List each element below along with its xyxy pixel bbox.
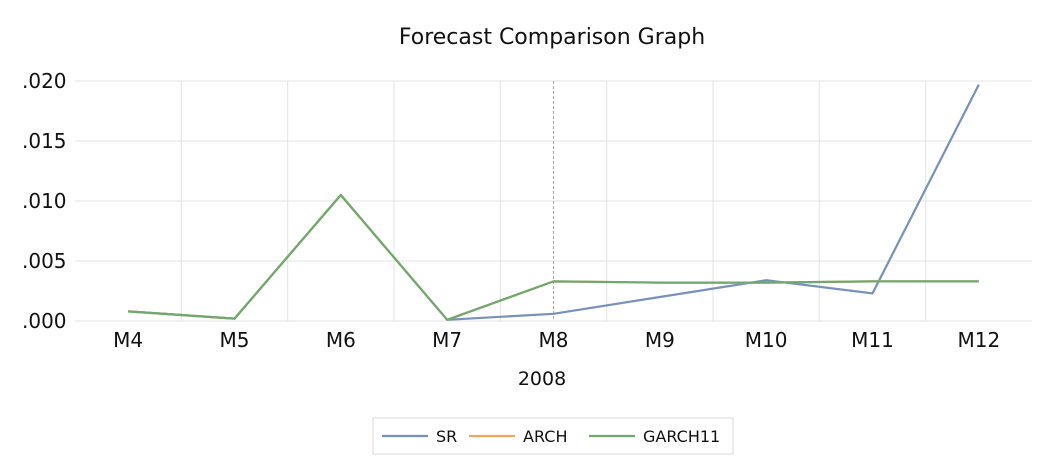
x-tick-label: M4 (113, 328, 143, 352)
y-tick-label: .015 (22, 129, 67, 153)
chart-title: Forecast Comparison Graph (399, 25, 705, 50)
y-tick-label: .020 (22, 69, 67, 93)
y-tick-label: .010 (22, 189, 67, 213)
y-axis-ticks: .000 .005 .010 .015 .020 (22, 69, 67, 333)
x-tick-label: M7 (432, 328, 462, 352)
x-tick-label: M12 (957, 328, 1000, 352)
x-tick-label: M6 (326, 328, 356, 352)
x-tick-label: M11 (851, 328, 894, 352)
legend-label-arch: ARCH (523, 427, 567, 446)
y-tick-label: .005 (22, 249, 67, 273)
legend: SR ARCH GARCH11 (372, 417, 734, 455)
x-tick-label: M8 (539, 328, 569, 352)
legend-label-garch11: GARCH11 (643, 427, 720, 446)
series-lines (128, 84, 980, 321)
legend-box (372, 417, 734, 455)
x-tick-label: M10 (745, 328, 788, 352)
x-axis-label: 2008 (518, 368, 566, 390)
x-axis-ticks: M4 M5 M6 M7 M8 M9 M10 M11 M12 (113, 328, 1000, 352)
x-tick-label: M9 (645, 328, 675, 352)
x-tick-label: M5 (220, 328, 250, 352)
grid (75, 80, 1032, 322)
y-tick-label: .000 (22, 309, 67, 333)
series-line-garch11 (128, 193, 979, 321)
legend-label-sr: SR (436, 427, 457, 446)
